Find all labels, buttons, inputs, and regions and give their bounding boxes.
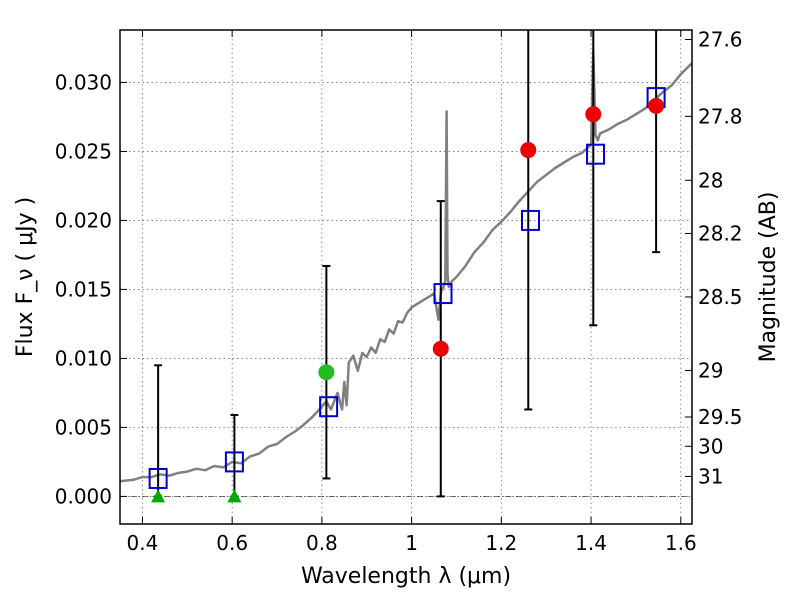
detection-point: [585, 106, 602, 123]
y-tick-label: 0.020: [55, 208, 112, 232]
mag-tick-label: 27.6: [698, 27, 743, 51]
x-tick-label: 1: [405, 531, 418, 555]
model-photometry-point: [319, 396, 339, 418]
model-photometry-point: [520, 209, 540, 231]
mag-tick-label: 31: [698, 464, 723, 488]
model-photometry-point: [148, 467, 168, 489]
mag-tick-label: 29.5: [698, 405, 743, 429]
model-photometry-point: [433, 283, 453, 305]
upper-limit-marker: [227, 489, 242, 503]
y-tick-label: 0.030: [55, 70, 112, 94]
mag-tick-label: 27.8: [698, 104, 743, 128]
x-tick-label: 0.6: [216, 531, 248, 555]
highlight-point: [318, 364, 335, 381]
x-tick-label: 0.4: [127, 531, 159, 555]
mag-tick-label: 28.2: [698, 221, 743, 245]
detection-point: [520, 142, 537, 159]
model-photometry-point: [224, 451, 244, 473]
upper-limit-marker: [151, 489, 166, 503]
y-tick-label: 0.000: [55, 484, 112, 508]
x-tick-label: 1.2: [485, 531, 517, 555]
y-tick-label: 0.005: [55, 415, 112, 439]
y-tick-label: 0.010: [55, 346, 112, 370]
x-axis-label: Wavelength λ (μm): [301, 564, 511, 589]
axes: 0.4 0.6 0.8 1 1.2 1.4 1.6 0.000 0.005 0.010 0.015 0…: [55, 27, 743, 555]
mag-tick-label: 28: [698, 168, 723, 192]
detection-point: [432, 340, 449, 357]
model-spectrum-line: [120, 49, 692, 483]
mag-tick-label: 30: [698, 434, 723, 458]
mag-tick-label: 28.5: [698, 285, 743, 309]
model-photometry-point: [586, 143, 606, 165]
plot-frame: [119, 29, 693, 525]
y-axis-label: Flux F_ν ( μJy ): [13, 197, 38, 357]
y-tick-label: 0.015: [55, 277, 112, 301]
detection-point: [648, 97, 665, 114]
x-tick-label: 1.6: [665, 531, 697, 555]
y-tick-label: 0.025: [55, 139, 112, 163]
right-axis-label: Magnitude (AB): [756, 192, 781, 363]
mag-tick-label: 29: [698, 359, 723, 383]
grid: [120, 30, 692, 524]
x-tick-label: 0.8: [306, 531, 338, 555]
plot-area: [120, 30, 692, 503]
x-tick-label: 1.4: [575, 531, 607, 555]
